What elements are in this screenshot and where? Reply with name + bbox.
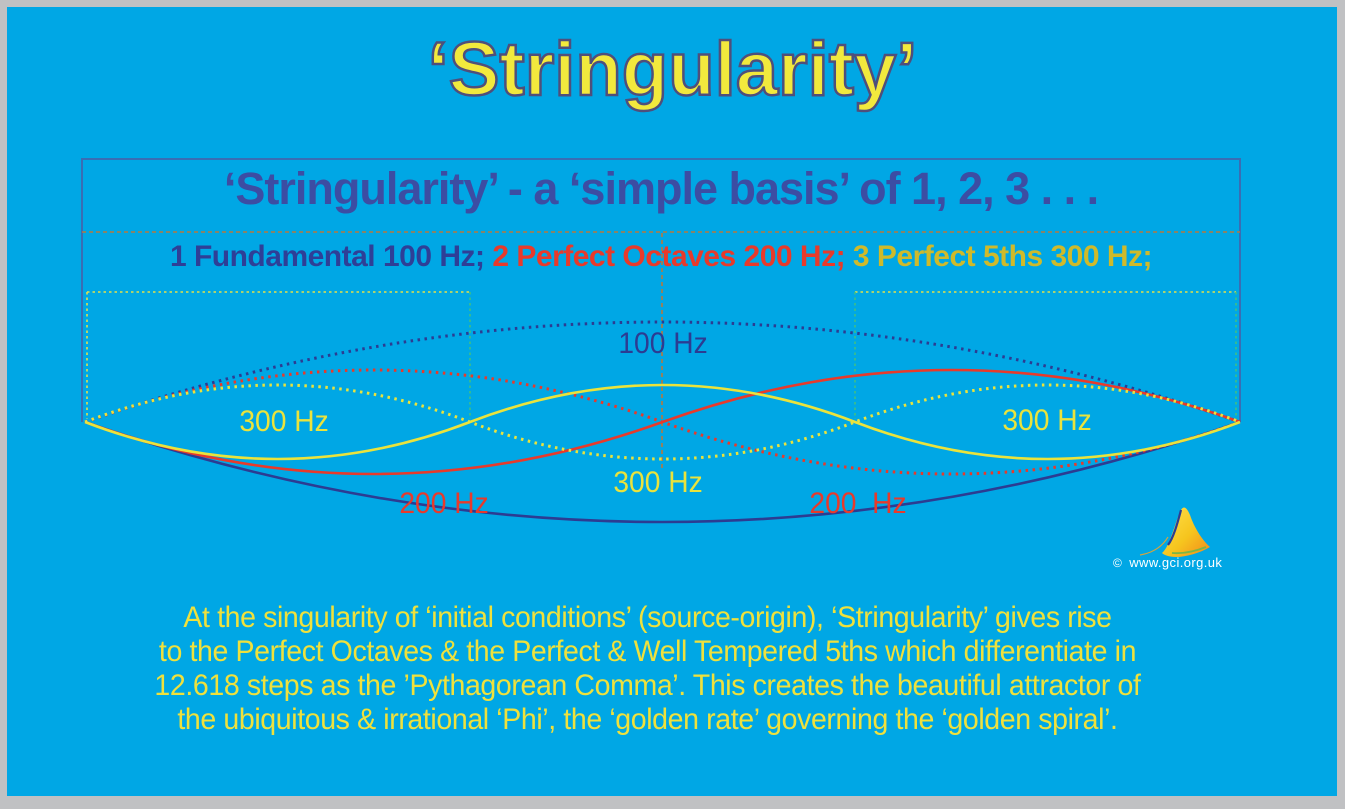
label-200hz-left: 200 Hz [399,487,489,520]
paragraph-line-3: 12.618 steps as the ’Pythagorean Comma’.… [154,669,1141,702]
harmonics-legend: 1 Fundamental 100 Hz; 2 Perfect Octaves … [81,240,1241,274]
copyright-icon: © [1113,556,1123,570]
paragraph-line-4: the ubiquitous & irrational ‘Phi’, the ‘… [177,703,1118,736]
credit-line: © www.gci.org.uk [1113,555,1253,570]
legend-fifths: 3 Perfect 5ths 300 Hz; [852,240,1153,273]
label-300hz-center: 300 Hz [613,466,703,499]
paragraph-line-1: At the singularity of ‘initial condition… [183,601,1112,634]
label-200hz-right: 200 Hz [809,487,907,520]
label-300hz-left: 300 Hz [239,405,329,438]
credit-url: www.gci.org.uk [1129,555,1223,570]
label-100hz-center: 100 Hz [618,327,708,360]
panel-heading: ‘Stringularity’ - a ‘simple basis’ of 1,… [223,163,1099,214]
legend-fundamental: 1 Fundamental 100 Hz; [169,240,493,273]
label-300hz-right: 300 Hz [1002,404,1092,437]
page-title: ‘Stringularity’ [426,26,918,114]
gci-logo-icon [1139,507,1210,557]
paragraph-line-2: to the Perfect Octaves & the Perfect & W… [158,635,1137,668]
description-paragraph: At the singularity of ‘initial condition… [51,601,1243,737]
legend-octaves: 2 Perfect Octaves 200 Hz; [492,240,853,273]
